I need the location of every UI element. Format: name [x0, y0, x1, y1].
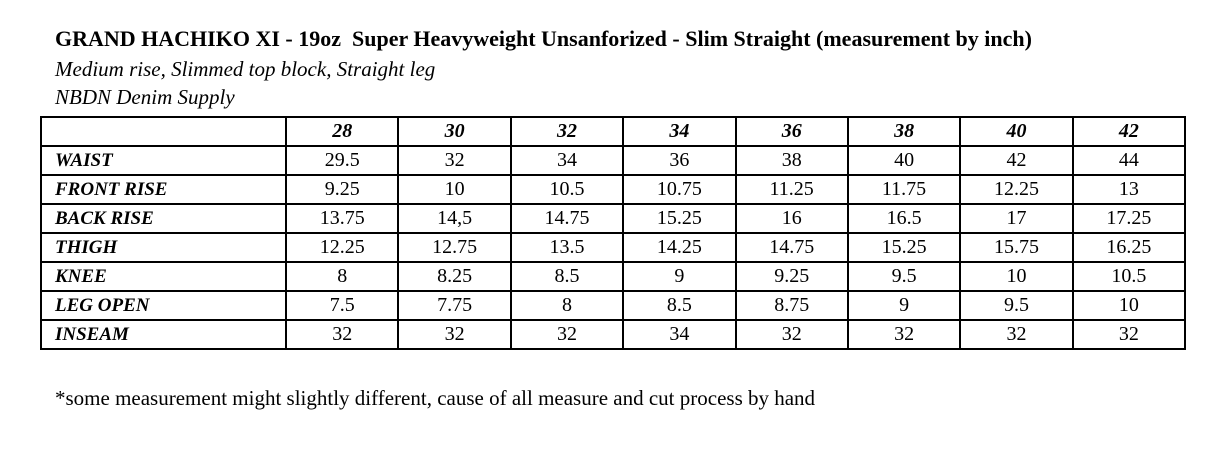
measurement-row-label: BACK RISE — [40, 203, 287, 234]
measurement-value-cell: 8.5 — [622, 290, 737, 321]
measurement-value-cell: 12.25 — [959, 174, 1074, 205]
measurement-value-cell: 10.75 — [622, 174, 737, 205]
measurement-value-cell: 32 — [1071, 319, 1187, 350]
measurement-value-cell: 8 — [509, 290, 625, 321]
measurement-value-cell: 8.75 — [734, 290, 849, 321]
size-column-header: 38 — [846, 116, 962, 147]
measurement-value-cell: 8.5 — [509, 261, 625, 292]
table-row: INSEAM 32 32 32 34 32 32 32 32 — [40, 319, 1187, 350]
measurement-row-label: THIGH — [40, 232, 287, 263]
measurement-value-cell: 34 — [622, 319, 737, 350]
measurement-value-cell: 14.75 — [734, 232, 849, 263]
measurement-value-cell: 11.75 — [846, 174, 962, 205]
measurement-value-cell: 32 — [397, 145, 512, 176]
measurement-value-cell: 15.25 — [846, 232, 962, 263]
measurement-value-cell: 9 — [846, 290, 962, 321]
measurement-value-cell: 9.25 — [284, 174, 400, 205]
measurement-value-cell: 13.5 — [509, 232, 625, 263]
table-row: BACK RISE 13.75 14,5 14.75 15.25 16 16.5 17 17.2… — [40, 203, 1187, 234]
measurement-value-cell: 10.5 — [1071, 261, 1187, 292]
measurement-value-cell: 36 — [622, 145, 737, 176]
measurement-value-cell: 32 — [734, 319, 849, 350]
measurement-value-cell: 12.25 — [284, 232, 400, 263]
brand-name: NBDN Denim Supply — [55, 85, 235, 109]
measurement-value-cell: 15.75 — [959, 232, 1074, 263]
table-row: LEG OPEN 7.5 7.75 8 8.5 8.75 9 9.5 10 — [40, 290, 1187, 321]
table-row: FRONT RISE 9.25 10 10.5 10.75 11.25 11.75 12.25… — [40, 174, 1187, 205]
measurement-value-cell: 9.5 — [959, 290, 1074, 321]
measurement-value-cell: 10 — [959, 261, 1074, 292]
measurement-value-cell: 13 — [1071, 174, 1187, 205]
measurement-value-cell: 38 — [734, 145, 849, 176]
size-column-header: 34 — [622, 116, 737, 147]
measurement-value-cell: 32 — [509, 319, 625, 350]
measurement-value-cell: 10.5 — [509, 174, 625, 205]
measurement-row-label: WAIST — [40, 145, 287, 176]
measurement-value-cell: 42 — [959, 145, 1074, 176]
measurement-value-cell: 14,5 — [397, 203, 512, 234]
measurement-value-cell: 34 — [509, 145, 625, 176]
measurement-value-cell: 16.25 — [1071, 232, 1187, 263]
table-row: KNEE 8 8.25 8.5 9 9.25 9.5 10 10.5 — [40, 261, 1187, 292]
measurement-value-cell: 10 — [397, 174, 512, 205]
size-header-row: 28 30 32 34 36 38 40 42 — [40, 116, 1187, 147]
measurement-value-cell: 10 — [1071, 290, 1187, 321]
measurement-value-cell: 29.5 — [284, 145, 400, 176]
size-column-header: 32 — [509, 116, 625, 147]
measurement-row-label: KNEE — [40, 261, 287, 292]
measurement-value-cell: 17.25 — [1071, 203, 1187, 234]
size-column-header: 40 — [959, 116, 1074, 147]
measurement-row-label: FRONT RISE — [40, 174, 287, 205]
measurement-value-cell: 14.25 — [622, 232, 737, 263]
measurement-value-cell: 9 — [622, 261, 737, 292]
measurement-value-cell: 7.5 — [284, 290, 400, 321]
measurement-value-cell: 8 — [284, 261, 400, 292]
measurement-value-cell: 8.25 — [397, 261, 512, 292]
size-table-body: WAIST 29.5 32 34 36 38 40 42 44 FRONT RISE 9.25 10 1… — [40, 145, 1187, 350]
fit-description: Medium rise, Slimmed top block, Straight… — [55, 57, 436, 81]
corner-cell — [40, 116, 287, 147]
measurement-value-cell: 16.5 — [846, 203, 962, 234]
document-title: GRAND HACHIKO XI - 19oz Super Heavyweigh… — [55, 26, 1032, 51]
measurement-row-label: INSEAM — [40, 319, 287, 350]
measurement-value-cell: 44 — [1071, 145, 1187, 176]
measurement-value-cell: 12.75 — [397, 232, 512, 263]
measurement-value-cell: 14.75 — [509, 203, 625, 234]
measurement-value-cell: 15.25 — [622, 203, 737, 234]
measurement-value-cell: 9.5 — [846, 261, 962, 292]
measurement-value-cell: 32 — [959, 319, 1074, 350]
measurement-value-cell: 17 — [959, 203, 1074, 234]
measurement-row-label: LEG OPEN — [40, 290, 287, 321]
measurement-value-cell: 32 — [397, 319, 512, 350]
table-row: WAIST 29.5 32 34 36 38 40 42 44 — [40, 145, 1187, 176]
measurement-value-cell: 7.75 — [397, 290, 512, 321]
measurement-value-cell: 32 — [846, 319, 962, 350]
measurement-value-cell: 9.25 — [734, 261, 849, 292]
measurement-value-cell: 32 — [284, 319, 400, 350]
size-column-header: 30 — [397, 116, 512, 147]
size-column-header: 36 — [734, 116, 849, 147]
size-table-header: 28 30 32 34 36 38 40 42 — [40, 116, 1187, 147]
measurement-value-cell: 13.75 — [284, 203, 400, 234]
size-chart-table: 28 30 32 34 36 38 40 42 WAIST 29.5 32 34 36 38 40 42 44… — [40, 116, 1187, 350]
measurement-value-cell: 16 — [734, 203, 849, 234]
size-column-header: 28 — [284, 116, 400, 147]
size-column-header: 42 — [1071, 116, 1187, 147]
measurement-value-cell: 11.25 — [734, 174, 849, 205]
measurement-disclaimer: *some measurement might slightly differe… — [55, 386, 816, 410]
table-row: THIGH 12.25 12.75 13.5 14.25 14.75 15.25 15.75 1… — [40, 232, 1187, 263]
measurement-value-cell: 40 — [846, 145, 962, 176]
